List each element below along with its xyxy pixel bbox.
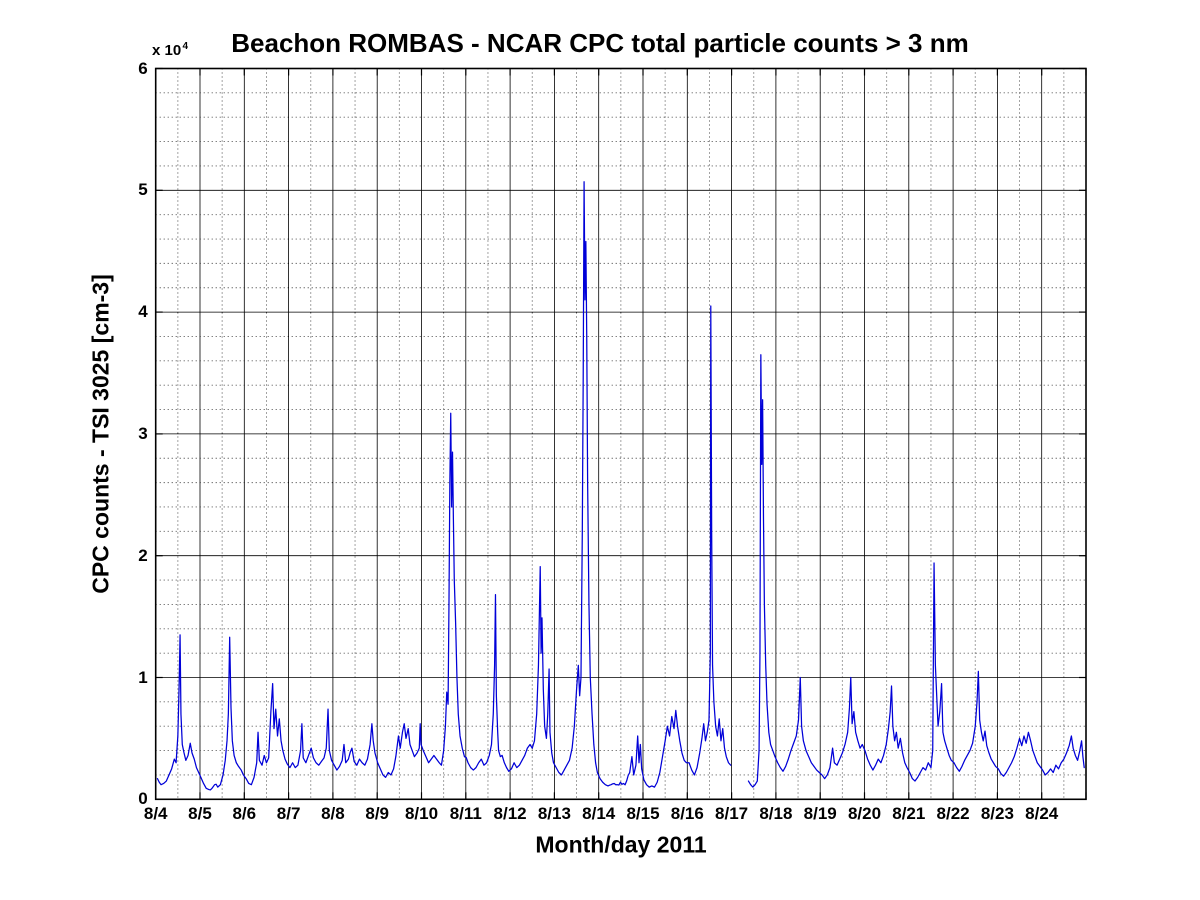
x-tick-label: 8/23 (980, 804, 1014, 823)
y-tick-label: 5 (138, 180, 148, 200)
x-tick-label: 8/13 (537, 804, 571, 823)
y-tick-label: 2 (138, 545, 148, 565)
x-tick-label: 8/6 (232, 804, 257, 823)
y-tick-label: 4 (138, 302, 148, 322)
y-axis-multiplier: x 10 4 (152, 41, 188, 59)
x-tick-label: 8/7 (276, 804, 301, 823)
y-tick-label: 3 (138, 423, 148, 443)
y-tick-label: 1 (138, 667, 148, 687)
x-tick-label: 8/4 (143, 804, 168, 823)
x-tick-label: 8/17 (715, 804, 749, 823)
x-tick-label: 8/12 (493, 804, 527, 823)
x-tick-label: 8/21 (892, 804, 926, 823)
data-series-line (156, 181, 732, 791)
plot-area (154, 67, 1087, 801)
y-axis-label: CPC counts - TSI 3025 [cm-3] (87, 274, 114, 594)
x-tick-label: 8/22 (936, 804, 970, 823)
x-tick-label: 8/14 (582, 804, 616, 823)
y-tick-label: 0 (138, 789, 148, 809)
y-axis-multiplier-base: x 10 (152, 42, 182, 59)
x-axis-label: Month/day 2011 (535, 831, 707, 858)
x-tick-label: 8/20 (847, 804, 882, 823)
x-tick-label: 8/24 (1025, 804, 1059, 823)
x-tick-label: 8/8 (321, 804, 345, 823)
x-tick-label: 8/9 (365, 804, 389, 823)
data-series-line (747, 354, 1085, 788)
x-tick-label: 8/11 (449, 804, 482, 823)
x-tick-label: 8/19 (803, 804, 837, 823)
x-tick-label: 8/16 (670, 804, 704, 823)
chart-title: Beachon ROMBAS - NCAR CPC total particle… (231, 28, 969, 58)
y-axis-multiplier-exponent: 4 (182, 41, 189, 52)
x-tick-label: 8/10 (404, 804, 439, 823)
y-tick-label: 6 (138, 58, 148, 78)
x-tick-label: 8/18 (759, 804, 793, 823)
x-tick-label: 8/5 (188, 804, 212, 823)
x-tick-label: 8/15 (626, 804, 660, 823)
